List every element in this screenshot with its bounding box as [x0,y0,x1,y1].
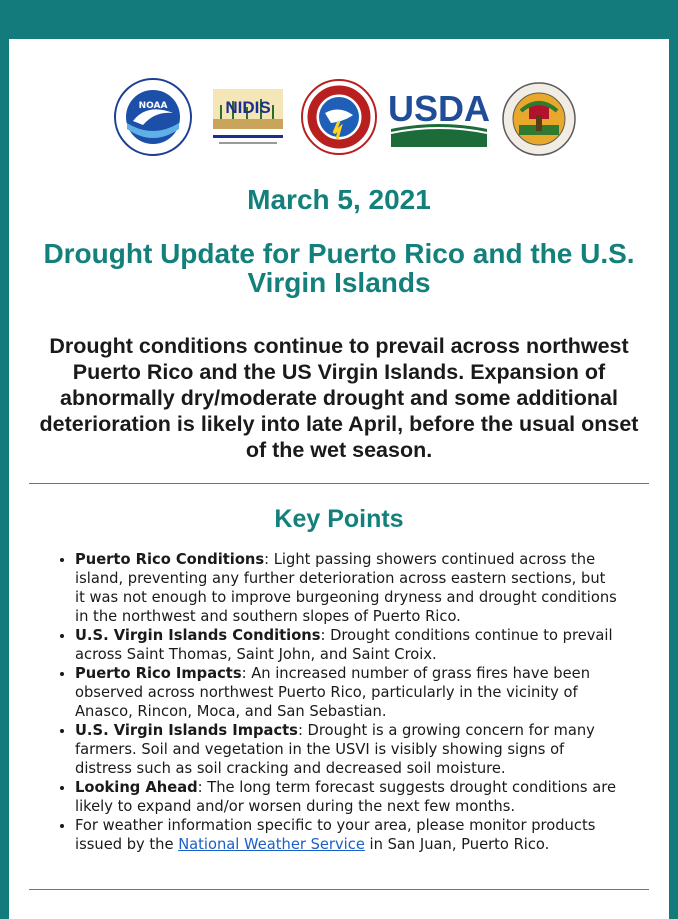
list-item: For weather information specific to your… [75,816,651,854]
list-item: Puerto Rico Impacts: An increased number… [75,664,651,721]
point-text: : An increased number of grass fires hav… [241,665,591,682]
point-text: issued by the [75,836,179,853]
point-text: farmers. Soil and vegetation in the USVI… [75,741,565,758]
summary-line: of the wet season. [245,438,433,462]
key-points-list: Puerto Rico Conditions: Light passing sh… [31,550,651,854]
summary-line: abnormally dry/moderate drought and some… [60,386,618,410]
point-text: in the northwest and southern slopes of … [75,608,461,625]
summary-line: Drought conditions continue to prevail a… [49,334,629,358]
svg-text:NIDIS: NIDIS [225,98,270,117]
section-divider [29,889,649,890]
title-line: Drought Update for Puerto Rico and the U… [43,238,635,269]
point-text: Anasco, Rincon, Moca, and San Sebastian. [75,703,387,720]
point-text: : The long term forecast suggests drough… [197,779,616,796]
point-text: island, preventing any further deteriora… [75,570,606,587]
section-divider [29,483,649,484]
list-item: U.S. Virgin Islands Conditions: Drought … [75,626,651,664]
uvi-seal-logo [502,82,576,156]
noaa-logo: NOAA [114,78,192,156]
list-item: U.S. Virgin Islands Impacts: Drought is … [75,721,651,778]
summary-statement: Drought conditions continue to prevail a… [25,333,653,463]
nws-link[interactable]: National Weather Service [178,836,365,853]
point-label: U.S. Virgin Islands Conditions [75,627,321,644]
point-text: likely to expand and/or worsen during th… [75,798,516,815]
point-text: distress such as soil cracking and decre… [75,760,506,777]
point-label: Puerto Rico Conditions [75,551,265,568]
point-text: : Drought is a growing concern for many [297,722,595,739]
usda-logo: USDA [387,85,491,151]
svg-text:NOAA: NOAA [139,101,168,111]
page-title: Drought Update for Puerto Rico and the U… [29,239,649,297]
issue-date: March 5, 2021 [247,184,431,215]
point-text: For weather information specific to your… [75,817,596,834]
point-text: : Drought conditions continue to prevail [320,627,613,644]
point-text: across Saint Thomas, Saint John, and Sai… [75,646,437,663]
point-label: Looking Ahead [75,779,198,796]
nws-logo [301,79,377,155]
list-item: Puerto Rico Conditions: Light passing sh… [75,550,651,626]
point-text: in San Juan, Puerto Rico. [364,836,550,853]
point-text: : Light passing showers continued across… [264,551,596,568]
point-text: it was not enough to improve burgeoning … [75,589,617,606]
summary-line: deterioration is likely into late April,… [39,412,639,436]
newsletter-card: NOAA NIDIS USDA [9,39,669,919]
title-line: Virgin Islands [247,267,431,298]
nidis-logo: NIDIS [211,85,285,151]
key-points-heading: Key Points [274,505,404,533]
svg-text:USDA: USDA [388,88,490,129]
partner-logos: NOAA NIDIS USDA [109,73,589,161]
point-label: Puerto Rico Impacts [75,665,242,682]
point-text: observed across northwest Puerto Rico, p… [75,684,578,701]
list-item: Looking Ahead: The long term forecast su… [75,778,651,816]
point-label: U.S. Virgin Islands Impacts [75,722,298,739]
summary-line: Puerto Rico and the US Virgin Islands. E… [72,360,606,384]
